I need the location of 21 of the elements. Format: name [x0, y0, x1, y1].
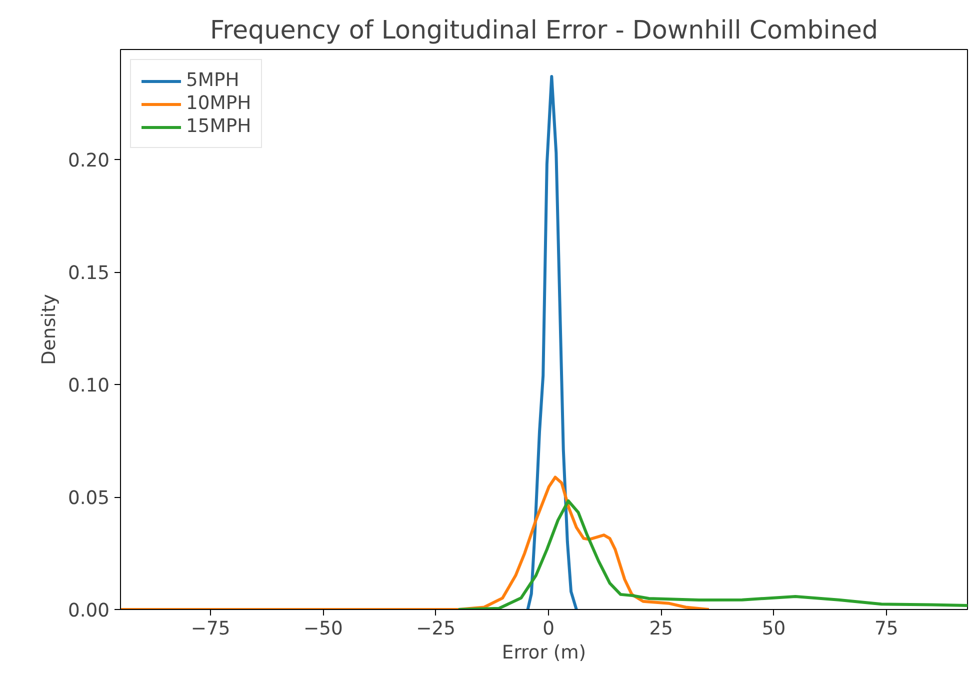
- x-tick-label: 50: [762, 618, 786, 640]
- chart-title: Frequency of Longitudinal Error - Downhill Combined: [210, 14, 878, 44]
- legend-label: 5MPH: [186, 70, 240, 91]
- x-tick-label: 25: [649, 618, 674, 640]
- x-axis-title: Error (m): [502, 642, 586, 664]
- y-axis-title: Density: [38, 294, 60, 365]
- y-tick-label: 0.15: [68, 263, 110, 284]
- line-series: [120, 476, 710, 610]
- legend-label: 15MPH: [186, 116, 252, 137]
- y-tick-label: 0.05: [68, 488, 110, 510]
- x-tick-label: −75: [190, 618, 230, 640]
- x-tick-label: −25: [416, 618, 456, 640]
- line-series: [526, 74, 578, 610]
- y-tick-label: 0.00: [68, 600, 110, 622]
- y-tick-label: 0.10: [68, 376, 110, 397]
- line-series: [456, 499, 968, 610]
- y-tick-label: 0.20: [68, 150, 110, 172]
- legend-label: 10MPH: [186, 93, 252, 114]
- x-tick-label: 0: [542, 618, 554, 640]
- x-tick-label: 75: [874, 618, 898, 640]
- x-tick-label: −50: [304, 618, 343, 640]
